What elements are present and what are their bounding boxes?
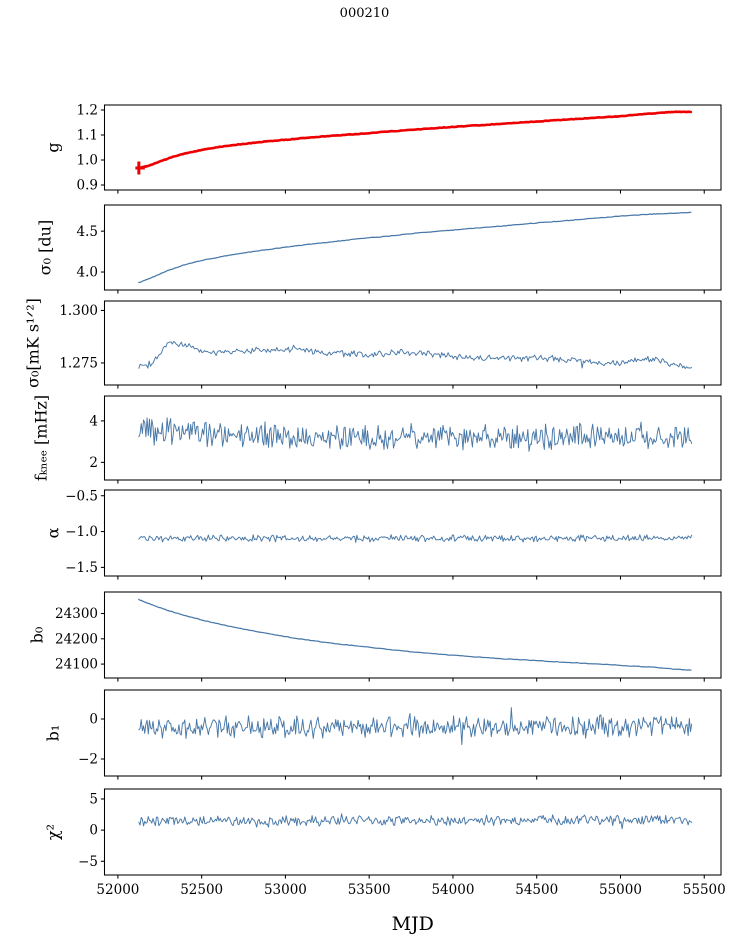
panel-frame-alpha bbox=[103, 489, 722, 577]
yticklabel-chi2-1: 0 bbox=[89, 823, 98, 839]
panel-b1: −2 0 b₁ bbox=[44, 689, 722, 780]
panel-chi2: −5 0 5 52000 52500 53000 53500 54000 54500 55000 5… bbox=[44, 788, 726, 898]
panel-gain: 0.9 1.0 1.1 1.2 g bbox=[44, 103, 722, 194]
panel-b0: 24100 24200 24300 b₀ bbox=[28, 591, 722, 682]
yticklabel-gain-1: 1.0 bbox=[77, 153, 98, 169]
panel-frame-gain bbox=[103, 104, 722, 191]
panel-frame-sigma0-mK bbox=[103, 300, 722, 386]
xticklabel-6: 55000 bbox=[599, 882, 642, 898]
xticklabel-3: 53500 bbox=[348, 882, 391, 898]
series-sigma0-du-trace bbox=[138, 211, 692, 284]
xticklabel-0: 52000 bbox=[96, 882, 139, 898]
yticklabel-sigma0-du-0: 4.0 bbox=[77, 265, 98, 281]
xticklabel-4: 54000 bbox=[431, 882, 474, 898]
series-b1-trace bbox=[138, 707, 693, 746]
panel-sigma0-du: 4.0 4.5 σ₀ [du] bbox=[36, 204, 722, 294]
series-fknee-trace bbox=[138, 417, 693, 452]
yticklabel-b0-0: 24100 bbox=[55, 657, 98, 673]
panel-frame-chi2 bbox=[103, 788, 722, 876]
xaxis-label: MJD bbox=[392, 913, 434, 935]
yticklabel-f-knee-1: 4 bbox=[89, 413, 98, 429]
ylabel-f-knee: fₖₙₑₑ [mHz] bbox=[32, 395, 51, 481]
series-g-measured bbox=[137, 110, 693, 170]
series-g-smooth bbox=[138, 111, 692, 169]
yticklabel-sigma0-mK-1: 1.300 bbox=[59, 303, 98, 319]
yticklabel-alpha-2: −0.5 bbox=[65, 488, 98, 504]
series-alpha-trace bbox=[138, 534, 693, 543]
xticklabel-7: 55500 bbox=[683, 882, 726, 898]
panel-frame-b0 bbox=[103, 591, 722, 679]
yticklabel-b1-1: 0 bbox=[89, 712, 98, 728]
panel-f-knee: 2 4 fₖₙₑₑ [mHz] bbox=[32, 395, 722, 484]
ylabel-alpha: α bbox=[44, 527, 63, 538]
panel-sigma0-mK: 1.275 1.300 σ₀[mK s¹ᐟ²] bbox=[24, 298, 722, 389]
panel-frame-f-knee bbox=[103, 395, 722, 481]
panel-frame-b1 bbox=[103, 689, 722, 777]
series-sigma0-mK-trace bbox=[138, 340, 693, 370]
yticklabel-gain-0: 0.9 bbox=[77, 178, 98, 194]
xticklabel-2: 53000 bbox=[264, 882, 307, 898]
ylabel-chi2: χ² bbox=[44, 824, 63, 840]
xticklabel-1: 52500 bbox=[180, 882, 223, 898]
yticklabel-chi2-0: −5 bbox=[78, 854, 98, 870]
figure-title: 000210 bbox=[339, 6, 390, 21]
series-b0-trace bbox=[138, 598, 692, 671]
yticklabel-sigma0-du-1: 4.5 bbox=[77, 224, 98, 240]
yticklabel-b1-0: −2 bbox=[78, 752, 98, 768]
yticklabel-gain-3: 1.2 bbox=[77, 103, 98, 119]
panel-frame-sigma0-du bbox=[103, 204, 722, 291]
yticklabel-alpha-1: −1.0 bbox=[65, 524, 98, 540]
yticklabel-chi2-2: 5 bbox=[89, 792, 98, 808]
ylabel-gain: g bbox=[44, 142, 63, 152]
ylabel-sigma0-du: σ₀ [du] bbox=[36, 220, 55, 275]
yticklabel-b0-1: 24200 bbox=[55, 631, 98, 647]
panel-alpha: −1.5 −1.0 −0.5 α bbox=[44, 488, 722, 580]
xticklabel-5: 54500 bbox=[515, 882, 558, 898]
yticklabel-b0-2: 24300 bbox=[55, 606, 98, 622]
yticklabel-alpha-0: −1.5 bbox=[65, 560, 98, 576]
ylabel-b0: b₀ bbox=[28, 627, 47, 644]
yticklabel-f-knee-0: 2 bbox=[89, 455, 98, 471]
ylabel-sigma0-mK: σ₀[mK s¹ᐟ²] bbox=[24, 298, 43, 388]
yticklabel-sigma0-mK-0: 1.275 bbox=[59, 356, 98, 372]
ylabel-b1: b₁ bbox=[44, 725, 63, 742]
yticklabel-gain-2: 1.1 bbox=[77, 128, 98, 144]
series-chi2-trace bbox=[138, 813, 693, 830]
